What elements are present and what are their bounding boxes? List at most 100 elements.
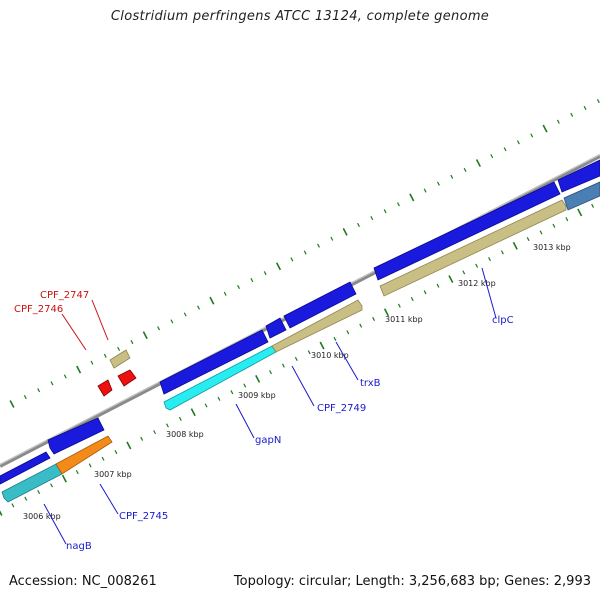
inner-ring-tick [333, 336, 337, 342]
gene-label-cpf2746[interactable]: CPF_2746 [14, 304, 63, 315]
inner-ring-tick [462, 270, 466, 275]
gene-label-cpf2745[interactable]: CPF_2745 [119, 511, 168, 522]
scale-label-3008: 3008 kbp [166, 430, 204, 439]
inner-ring-tick [37, 489, 41, 495]
inner-ring-tick [475, 263, 479, 268]
leader-clpC [481, 267, 497, 319]
inner-ring-tick [24, 496, 28, 501]
forward-cds-1[interactable] [0, 451, 51, 485]
outer-ring-tick [370, 216, 374, 221]
scale-label-3012: 3012 kbp [458, 279, 496, 288]
gene-label-trxB[interactable]: trxB [360, 378, 381, 389]
reverse-cds-khaki-2[interactable] [379, 199, 567, 297]
forward-cds-5[interactable] [283, 281, 357, 329]
inner-ring-tick [140, 436, 144, 441]
reverse-cds-khaki-small[interactable] [109, 349, 131, 369]
outer-ring-tick [570, 112, 574, 117]
gene-label-nagB[interactable]: nagB [66, 541, 92, 552]
forward-cds-2[interactable] [47, 417, 105, 455]
outer-ring-tick [37, 388, 41, 393]
inner-ring-tick [230, 390, 234, 395]
outer-ring-tick [263, 271, 267, 276]
inner-ring-tick [294, 356, 298, 361]
outer-ring-tick [317, 243, 320, 248]
rna-feature-cpf2747[interactable] [117, 369, 137, 387]
outer-ring-tick [596, 98, 600, 104]
inner-ring-tick [565, 217, 569, 222]
reverse-cds-track [1, 181, 600, 503]
leader-nagB [43, 503, 67, 545]
outer-ring-tick [223, 291, 227, 296]
inner-ring-tick [217, 396, 221, 401]
gene-label-clpC[interactable]: clpC [492, 315, 514, 326]
gene-label-cpf2749[interactable]: CPF_2749 [317, 403, 366, 414]
inner-ring-tick [61, 474, 67, 483]
inner-ring-tick [0, 510, 3, 516]
outer-ring-tick [556, 119, 560, 124]
outer-ring-tick [90, 360, 94, 365]
forward-cds-7[interactable] [557, 159, 600, 193]
inner-ring-tick [500, 250, 504, 255]
reverse-cds-teal[interactable] [1, 463, 63, 503]
forward-cds-4[interactable] [265, 317, 287, 339]
outer-ring-tick [130, 339, 134, 345]
rna-feature-cpf2746[interactable] [97, 379, 113, 397]
outer-ring-tick [209, 296, 215, 305]
inner-ring-tick [204, 403, 208, 408]
leader-gapN [235, 403, 255, 439]
outer-ring-tick [183, 312, 187, 317]
outer-ring-tick [275, 262, 282, 271]
inner-ring-tick [243, 383, 247, 388]
reverse-cds-cyan[interactable] [163, 345, 277, 411]
inner-ring-tick [178, 416, 182, 421]
outer-ring-tick [197, 305, 201, 310]
outer-ring-tick [503, 147, 507, 152]
inner-ring-tick [307, 350, 311, 355]
scale-label-3010: 3010 kbp [311, 351, 349, 360]
outer-ring-tick [450, 174, 454, 179]
reverse-cds-steelblue[interactable] [563, 181, 600, 211]
inner-ring-tick [75, 470, 79, 475]
scale-label-3013: 3013 kbp [533, 243, 571, 252]
leader-trxB [335, 341, 359, 381]
forward-cds-6[interactable] [373, 181, 561, 281]
inner-ring-tick [397, 303, 401, 308]
genome-title: Clostridium perfringens ATCC 13124, comp… [110, 9, 490, 24]
outer-ring-tick [475, 159, 481, 167]
outer-ring-tick [63, 374, 67, 379]
gene-label-gapN[interactable]: gapN [255, 435, 281, 446]
inner-ring-tick [281, 363, 285, 368]
outer-ring-tick [237, 284, 240, 290]
outer-ring-tick [103, 353, 107, 358]
inner-ring-tick [319, 341, 325, 350]
forward-cds-3[interactable] [159, 329, 269, 395]
reverse-cds-orange[interactable] [55, 435, 113, 475]
inner-ring-tick [126, 441, 132, 450]
outer-ring-tick [157, 326, 161, 331]
topology-text: Topology: circular; Length: 3,256,683 bp… [233, 574, 591, 589]
scale-label-3009: 3009 kbp [238, 391, 276, 400]
outer-ring-tick [117, 346, 121, 351]
outer-ring-tick [542, 124, 548, 133]
outer-ring-tick [423, 188, 427, 193]
inner-ring-tick [269, 370, 272, 375]
scale-labels: 3006 kbp 3007 kbp 3008 kbp 3009 kbp 3010… [23, 243, 571, 521]
outer-ring-tick [516, 140, 520, 145]
outer-ring-tick [383, 209, 387, 214]
inner-tick-ring [0, 203, 595, 516]
inner-ring-tick [539, 230, 543, 235]
reverse-cds-khaki-1[interactable] [271, 299, 363, 353]
leader-cpf2746 [61, 313, 87, 351]
outer-ring-tick [303, 250, 307, 255]
inner-ring-tick [591, 203, 595, 208]
outer-ring-tick [357, 222, 360, 228]
inner-ring-tick [190, 408, 196, 417]
outer-ring-tick [50, 381, 54, 386]
leader-cpf2747 [91, 299, 109, 341]
gene-label-cpf2747[interactable]: CPF_2747 [40, 290, 89, 301]
outer-ring-tick [490, 154, 494, 159]
forward-cds-track [0, 159, 600, 485]
outer-ring-tick [330, 236, 334, 241]
inner-ring-tick [552, 223, 556, 228]
